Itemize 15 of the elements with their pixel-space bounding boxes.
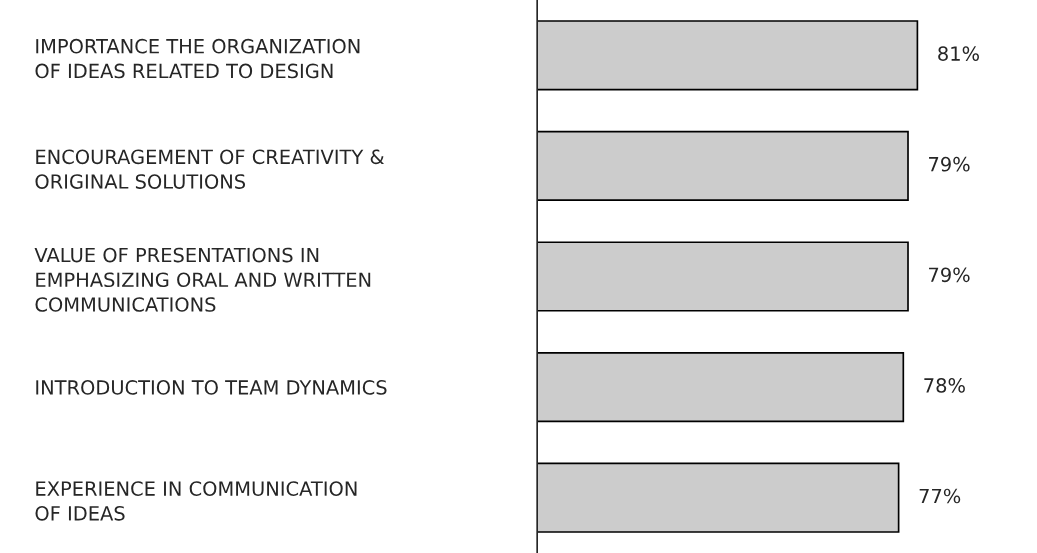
bar [537, 351, 905, 423]
data-label: 79% [929, 156, 970, 172]
bar [537, 130, 909, 202]
y-tick-label: IMPORTANCE THE ORGANIZATION OF IDEAS RELATED TO DESIGN [35, 38, 360, 79]
bar [537, 462, 900, 533]
y-tick-label: EXPERIENCE IN COMMUNICATION OF IDEAS [35, 481, 357, 521]
data-label: 79% [929, 267, 970, 283]
y-tick-label: VALUE OF PRESENTATIONS IN EMPHASIZING ORAL AND WRITTEN COMMUNICATIONS [34, 247, 371, 312]
y-tick-label: ENCOURAGEMENT OF CREATIVITY & ORIGINAL SOLUTIONS [35, 149, 385, 189]
data-label: 81% [938, 46, 979, 61]
y-tick-label: INTRODUCTION TO TEAM DYNAMICS [36, 380, 387, 395]
data-label: 78% [924, 378, 965, 393]
bar [537, 20, 919, 91]
data-label: 77% [919, 488, 961, 504]
bar [537, 241, 909, 312]
